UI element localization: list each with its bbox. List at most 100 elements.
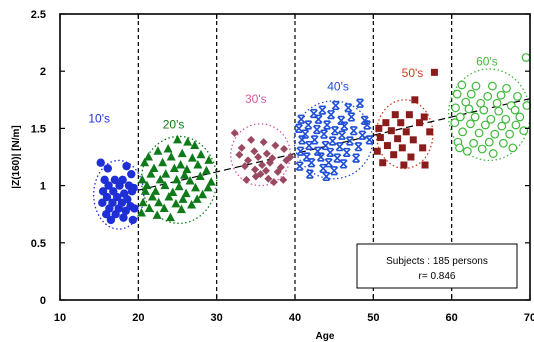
data-point: [316, 152, 325, 162]
data-point: [455, 143, 464, 153]
data-point: [511, 120, 521, 130]
data-point: [319, 129, 329, 139]
data-point: [309, 108, 318, 119]
data-point: [187, 200, 197, 209]
group-label: 10's: [88, 112, 110, 126]
data-point: [337, 115, 346, 125]
data-point: [501, 114, 511, 124]
data-point: [98, 198, 107, 207]
data-point: [183, 137, 193, 146]
data-point: [302, 152, 311, 162]
data-point: [163, 143, 173, 153]
data-point: [250, 147, 259, 156]
data-point: [483, 91, 493, 101]
y-tick-label: 0: [40, 295, 46, 307]
data-point: [185, 176, 195, 185]
data-point: [328, 136, 337, 146]
data-point: [515, 112, 525, 122]
data-point: [193, 160, 203, 169]
data-point: [251, 165, 260, 174]
data-point: [294, 123, 303, 133]
data-point: [358, 130, 367, 140]
y-tick-label: 2.5: [31, 9, 46, 21]
data-point: [322, 171, 331, 182]
data-point: [344, 103, 353, 113]
data-point: [480, 120, 490, 130]
stats-box-frame: [356, 243, 518, 289]
data-point: [159, 203, 169, 212]
data-point: [206, 177, 216, 186]
x-tick-label: 30: [211, 312, 223, 324]
data-point: [271, 141, 280, 150]
group-label: 30's: [245, 92, 267, 106]
data-point: [230, 128, 239, 137]
data-point: [474, 128, 484, 138]
data-point: [201, 165, 211, 175]
data-point: [178, 194, 188, 203]
data-point: [521, 53, 531, 62]
data-point: [251, 172, 260, 181]
data-point: [409, 136, 417, 144]
data-point: [490, 129, 500, 139]
data-point: [379, 159, 387, 167]
data-point: [127, 187, 137, 196]
data-point: [397, 119, 405, 127]
data-point: [122, 161, 131, 171]
data-point: [430, 68, 438, 76]
data-point: [331, 100, 340, 111]
data-point: [136, 208, 146, 217]
group-label: 40's: [327, 80, 349, 94]
data-point: [103, 164, 112, 173]
data-point: [373, 147, 381, 155]
data-point: [421, 161, 429, 169]
axes: 10 20 30 40 50 60 70 0 0.5 1 1.5 2 2.5: [31, 9, 534, 324]
data-point: [235, 150, 244, 159]
group-ellipse: [293, 100, 374, 180]
data-point: [115, 181, 124, 190]
y-tick-label: 1: [40, 181, 46, 193]
data-point: [154, 197, 164, 207]
data-point: [176, 204, 186, 214]
data-point: [513, 91, 522, 101]
data-point: [383, 142, 391, 150]
data-point: [318, 105, 327, 115]
data-point: [305, 140, 314, 151]
data-point: [333, 153, 342, 163]
data-point: [466, 89, 476, 99]
group-label: 60's: [476, 54, 498, 68]
data-point: [164, 192, 174, 201]
data-point: [280, 144, 289, 153]
group-label: 50's: [402, 66, 424, 80]
data-point: [488, 149, 498, 158]
data-point: [168, 187, 178, 196]
y-tick-label: 2: [40, 66, 46, 78]
data-point: [240, 162, 249, 171]
data-point: [295, 161, 304, 171]
data-points: [96, 53, 532, 225]
stats-box: Subjects : 185 persons r= 0.846: [356, 243, 518, 289]
data-point: [273, 167, 282, 176]
data-point: [464, 104, 474, 114]
data-point: [264, 174, 273, 183]
y-axis-title: |Z(160)| [N/m]: [11, 125, 22, 188]
data-point: [352, 153, 361, 163]
data-point: [127, 169, 136, 179]
data-point: [165, 212, 175, 222]
data-point: [151, 186, 161, 195]
group-ellipse: [140, 135, 218, 225]
data-point: [106, 215, 116, 225]
data-point: [153, 146, 163, 155]
data-point: [349, 126, 358, 136]
data-point: [470, 112, 480, 122]
data-point: [198, 189, 208, 199]
data-point: [262, 149, 271, 158]
stats-subjects: Subjects : 185 persons: [386, 256, 488, 267]
data-point: [330, 126, 340, 136]
data-point: [405, 111, 413, 119]
data-point: [321, 140, 330, 151]
data-point: [354, 142, 363, 152]
group-labels: 10's 20's 30's 40's 50's 60's: [88, 54, 497, 131]
data-point: [387, 127, 395, 135]
data-point: [462, 146, 472, 156]
